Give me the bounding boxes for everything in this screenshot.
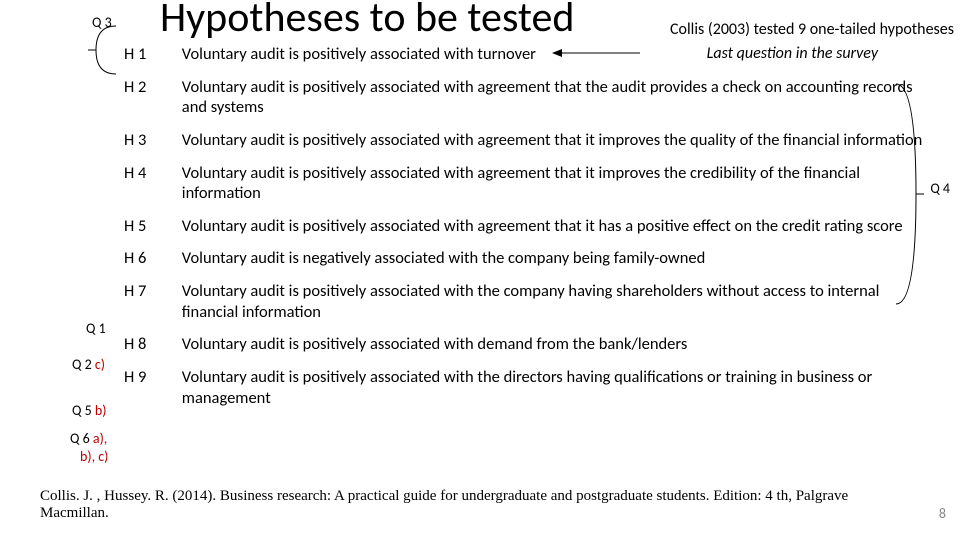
hypotheses-table: H 1Voluntary audit is positively associa… [120,38,940,414]
hypothesis-row: H 8Voluntary audit is positively associa… [120,328,940,361]
hypothesis-num: H 8 [120,328,178,361]
hypothesis-num: H 9 [120,361,178,414]
hypothesis-row: H 9Voluntary audit is positively associa… [120,361,940,414]
q-label-q4: Q 4 [930,180,950,197]
hypothesis-text: Voluntary audit is positively associated… [178,210,940,243]
hypothesis-row: H 3Voluntary audit is positively associa… [120,124,940,157]
q-label-q2c: Q 2 c) [72,356,105,373]
hypothesis-num: H 6 [120,242,178,275]
citation: Collis. J. , Hussey. R. (2014). Business… [40,488,920,522]
hypothesis-num: H 7 [120,275,178,328]
slide-title: Hypotheses to be tested [160,0,574,43]
q-label-q6a: Q 6 a), [70,430,107,447]
hypothesis-text: Voluntary audit is positively associated… [178,275,940,328]
hypothesis-row: H 5Voluntary audit is positively associa… [120,210,940,243]
hypothesis-num: H 2 [120,71,178,124]
hypothesis-row: H 1Voluntary audit is positively associa… [120,38,940,71]
hypothesis-num: H 1 [120,38,178,71]
page-number: 8 [939,505,946,522]
subtitle-right: Collis (2003) tested 9 one-tailed hypoth… [670,20,954,39]
hypothesis-text: Voluntary audit is positively associated… [178,71,940,124]
hypothesis-text: Voluntary audit is positively associated… [178,157,940,210]
hypothesis-text: Voluntary audit is positively associated… [178,328,940,361]
hypothesis-num: H 5 [120,210,178,243]
hypothesis-row: H 7Voluntary audit is positively associa… [120,275,940,328]
hypothesis-num: H 4 [120,157,178,210]
hypothesis-row: H 2Voluntary audit is positively associa… [120,71,940,124]
hypothesis-text: Voluntary audit is negatively associated… [178,242,940,275]
hypothesis-num: H 3 [120,124,178,157]
q-label-q5b: Q 5 b) [72,402,106,419]
q-label-q1: Q 1 [86,320,106,337]
hypothesis-text: Voluntary audit is positively associated… [178,361,940,414]
hypothesis-row: H 4Voluntary audit is positively associa… [120,157,940,210]
q-label-q3: Q 3 [92,14,112,31]
q-label-q6b: b), c) [80,448,108,465]
hypothesis-row: H 6Voluntary audit is negatively associa… [120,242,940,275]
hypothesis-text: Voluntary audit is positively associated… [178,124,940,157]
bracket-q4 [894,80,924,308]
hypothesis-text: Voluntary audit is positively associated… [178,38,940,71]
